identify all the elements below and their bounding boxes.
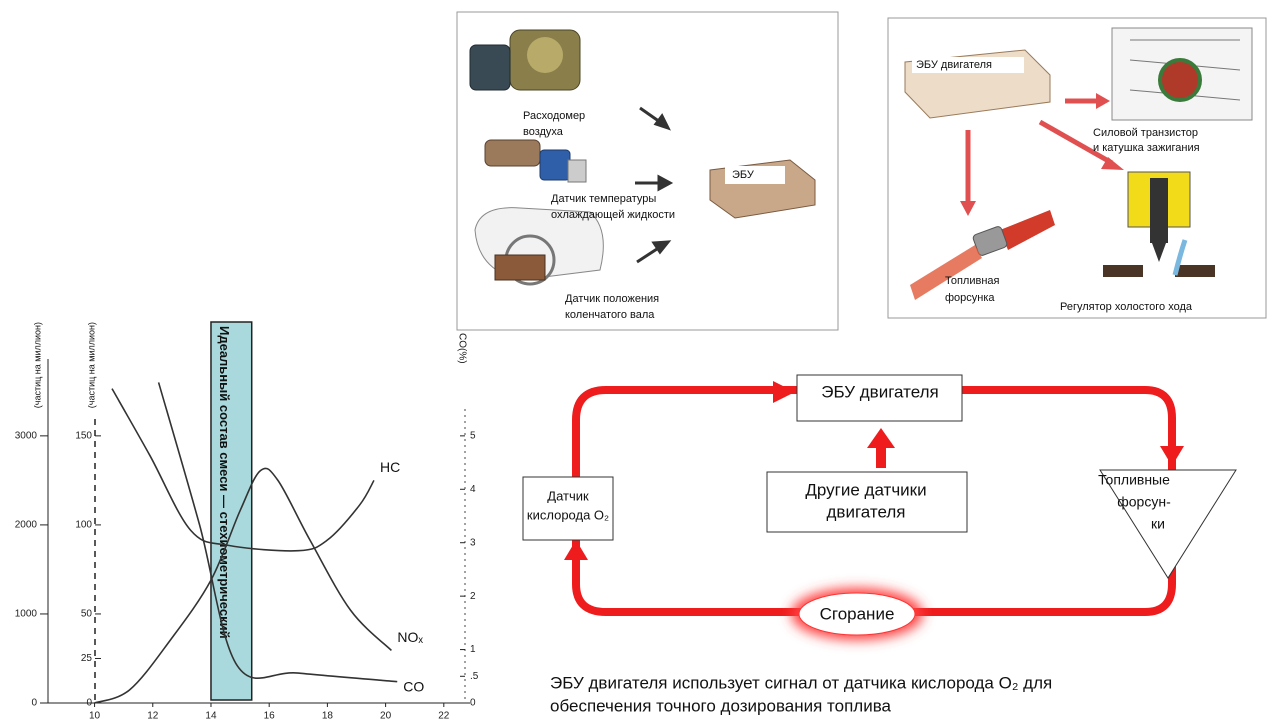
actuator-label: Топливная bbox=[945, 275, 1000, 287]
y3-tick-label: 150 bbox=[75, 430, 92, 441]
loop-label: ЭБУ двигателя bbox=[821, 382, 938, 401]
ecu-label: ЭБУ двигателя bbox=[916, 59, 992, 71]
shape bbox=[568, 160, 586, 182]
arrow-shaft bbox=[876, 446, 886, 468]
arrowhead bbox=[1160, 446, 1184, 466]
series-label: HC bbox=[380, 459, 400, 475]
shape bbox=[1150, 178, 1168, 243]
loop-label: Другие датчики bbox=[805, 480, 926, 499]
shape bbox=[485, 140, 540, 166]
y-tick-label: 1000 bbox=[15, 609, 38, 620]
shape bbox=[1103, 265, 1143, 277]
loop-label: кислорода O₂ bbox=[527, 507, 609, 522]
page: Расходомер воздуха Датчик температуры ох… bbox=[0, 0, 1269, 720]
y3-axis-title: (частиц на миллион) bbox=[86, 322, 96, 408]
shape bbox=[527, 37, 563, 73]
loop-label: Сгорание bbox=[820, 604, 895, 623]
ecu-label: ЭБУ bbox=[732, 169, 755, 181]
caption: ЭБУ двигателя использует сигнал от датчи… bbox=[550, 673, 1052, 692]
arrowhead bbox=[867, 428, 895, 448]
sensor-label: воздуха bbox=[523, 126, 564, 138]
loop-label: Топливные bbox=[1098, 472, 1170, 488]
sensor-label: коленчатого вала bbox=[565, 309, 655, 321]
shape bbox=[540, 150, 570, 180]
y3-tick-label: 25 bbox=[81, 653, 93, 664]
actuator-label: Регулятор холостого хода bbox=[1060, 301, 1193, 313]
y-axis-title: (частиц на миллион) bbox=[32, 322, 42, 408]
series-line bbox=[159, 382, 398, 681]
y2-tick-label: 2 bbox=[470, 591, 476, 602]
y-tick-label: 2000 bbox=[15, 520, 38, 531]
series-label: NOₓ bbox=[397, 629, 423, 645]
arrowhead bbox=[564, 540, 588, 560]
y2-tick-label: 5 bbox=[470, 430, 476, 441]
actuator-label: и катушка зажигания bbox=[1093, 142, 1200, 154]
ignition-coil-image bbox=[1112, 28, 1252, 120]
y2-tick-label: 1 bbox=[470, 644, 476, 655]
y3-tick-label: 50 bbox=[81, 609, 93, 620]
sensor-panel: Расходомер воздуха Датчик температуры ох… bbox=[457, 12, 838, 330]
y2-axis-title: CO(%) bbox=[456, 333, 467, 364]
arrowhead bbox=[773, 381, 795, 403]
y3-tick-label: 0 bbox=[86, 698, 92, 709]
sensor-label: охлаждающей жидкости bbox=[551, 209, 675, 221]
actuator-panel: ЭБУ двигателя Силовой транзистор и катуш… bbox=[888, 18, 1266, 318]
x-tick-label: 18 bbox=[322, 711, 334, 720]
y-tick-label: 3000 bbox=[15, 430, 38, 441]
y3-tick-label: 100 bbox=[75, 520, 92, 531]
sensor-label: Датчик температуры bbox=[551, 193, 656, 205]
actuator-label: Силовой транзистор bbox=[1093, 127, 1198, 139]
feedback-loop: ЭБУ двигателя Другие датчики двигателя Д… bbox=[523, 375, 1236, 640]
annotation: Идеальный состав смеси — стехиометрическ… bbox=[217, 326, 232, 639]
x-tick-label: 10 bbox=[89, 711, 101, 720]
loop-label: Датчик bbox=[547, 488, 589, 503]
x-tick-label: 16 bbox=[264, 711, 276, 720]
shape bbox=[495, 255, 545, 280]
shape bbox=[1160, 60, 1200, 100]
loop-label: форсун- bbox=[1117, 494, 1171, 510]
caption: обеспечения точного дозирования топлива bbox=[550, 696, 892, 715]
x-tick-label: 14 bbox=[205, 711, 217, 720]
x-tick-label: 12 bbox=[147, 711, 159, 720]
sensor-label: Расходомер bbox=[523, 110, 585, 122]
loop-label: ки bbox=[1151, 516, 1165, 532]
x-tick-label: 20 bbox=[380, 711, 392, 720]
shape bbox=[470, 45, 510, 90]
y2-tick-label: 0 bbox=[470, 698, 476, 709]
actuator-label: форсунка bbox=[945, 292, 995, 304]
y2-tick-label: .5 bbox=[470, 671, 479, 682]
sensor-label: Датчик положения bbox=[565, 293, 659, 305]
y2-tick-label: 3 bbox=[470, 537, 476, 548]
y2-tick-label: 4 bbox=[470, 484, 476, 495]
x-tick-label: 22 bbox=[438, 711, 450, 720]
y-tick-label: 0 bbox=[31, 698, 37, 709]
series-label: CO bbox=[403, 678, 424, 694]
loop-label: двигателя bbox=[827, 502, 906, 521]
shape bbox=[1175, 265, 1215, 277]
